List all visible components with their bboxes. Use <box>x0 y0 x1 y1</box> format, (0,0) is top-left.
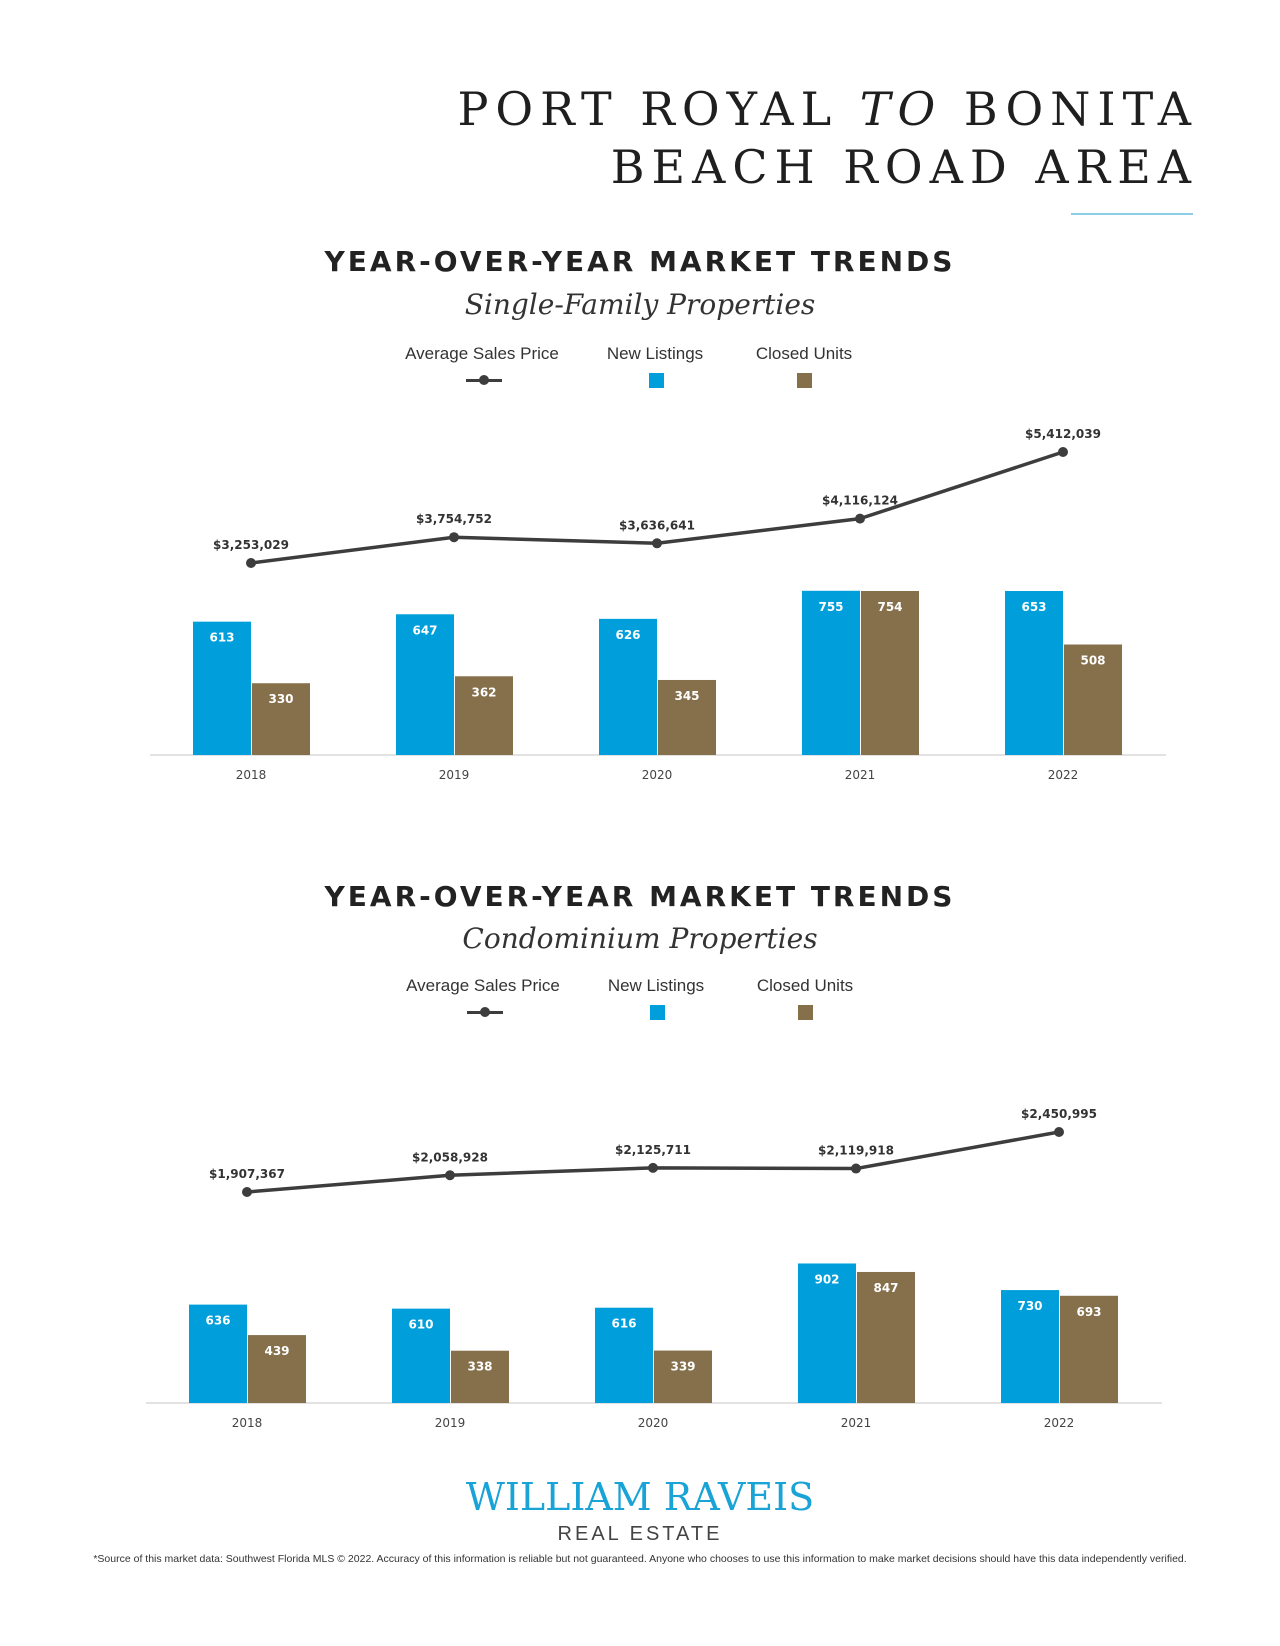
line-point-label: $1,907,367 <box>209 1167 285 1181</box>
title-line-2: BEACH ROAD AREA <box>610 140 1198 194</box>
legend-price-label-2: Average Sales Price <box>406 976 560 995</box>
legend-closed-swatch-2 <box>798 1005 813 1020</box>
bar-label-new-listings: 610 <box>408 1318 433 1332</box>
legend-price-label: Average Sales Price <box>405 344 559 363</box>
line-point-label: $3,253,029 <box>213 538 289 552</box>
bar-label-closed-units: 754 <box>877 600 902 614</box>
bar-closed-units <box>1060 1295 1118 1403</box>
line-point <box>648 1162 658 1173</box>
brand-logo-sub: REAL ESTATE <box>557 1523 723 1545</box>
section-subtitle-1: Single-Family Properties <box>464 288 816 321</box>
section-heading-1: YEAR-OVER-YEAR MARKET TRENDS <box>324 245 956 278</box>
bar-new-listings <box>1001 1290 1059 1403</box>
bar-new-listings <box>802 590 860 755</box>
line-point <box>246 558 256 568</box>
brand-logo: WILLIAM RAVEIS <box>465 1475 815 1519</box>
bar-label-new-listings: 730 <box>1017 1299 1042 1313</box>
bar-closed-units <box>252 683 310 755</box>
chart-single-family: 613 330 2018 647 362 2019 626 345 2020 755 754 2021… <box>150 427 1166 782</box>
legend-listings-label: New Listings <box>606 344 704 363</box>
bar-label-closed-units: 847 <box>873 1281 898 1295</box>
bar-label-closed-units: 362 <box>471 685 496 699</box>
bar-label-closed-units: 693 <box>1076 1305 1101 1319</box>
line-point <box>242 1187 252 1197</box>
title-part-3: BONITA <box>963 82 1198 136</box>
x-tick-label: 2021 <box>841 1416 872 1430</box>
bar-closed-units <box>857 1271 915 1403</box>
bar-label-closed-units: 338 <box>467 1360 492 1374</box>
bar-closed-units <box>248 1335 306 1403</box>
bar-closed-units <box>1064 644 1122 755</box>
section-subtitle-2: Condominium Properties <box>462 922 818 955</box>
bar-label-closed-units: 330 <box>268 692 293 706</box>
title-part-1: PORT ROYAL <box>457 82 839 136</box>
line-point <box>851 1163 861 1174</box>
x-tick-label: 2018 <box>236 768 267 782</box>
bar-label-closed-units: 345 <box>674 689 699 703</box>
line-point <box>855 513 865 524</box>
legend-closed-swatch <box>797 373 812 388</box>
x-tick-label: 2022 <box>1048 768 1079 782</box>
line-average-sales-price <box>246 1130 1060 1194</box>
bar-new-listings <box>595 1307 653 1403</box>
x-tick-label: 2019 <box>435 1416 466 1430</box>
line-point <box>449 532 459 543</box>
x-tick-label: 2019 <box>439 768 470 782</box>
line-point-label: $4,116,124 <box>822 494 898 508</box>
bar-label-closed-units: 508 <box>1080 654 1105 668</box>
x-tick-label: 2020 <box>642 768 673 782</box>
bar-new-listings <box>798 1263 856 1403</box>
bar-label-new-listings: 616 <box>611 1317 636 1331</box>
legend-closed-label-2: Closed Units <box>756 976 854 995</box>
page-title: PORT ROYAL TO BONITA BEACH ROAD AREA <box>457 80 1198 196</box>
line-point-label: $2,119,918 <box>818 1144 894 1158</box>
bar-label-closed-units: 339 <box>670 1360 695 1374</box>
source-footnote: *Source of this market data: Southwest F… <box>93 1553 1187 1565</box>
bar-label-new-listings: 647 <box>412 623 437 637</box>
line-point-label: $3,636,641 <box>619 518 695 532</box>
line-point-label: $2,450,995 <box>1021 1107 1097 1121</box>
bar-closed-units <box>658 679 716 755</box>
x-tick-label: 2022 <box>1044 1416 1075 1430</box>
bar-label-closed-units: 439 <box>264 1344 289 1358</box>
bar-label-new-listings: 653 <box>1021 600 1046 614</box>
x-tick-label: 2021 <box>845 768 876 782</box>
bar-closed-units <box>654 1350 712 1403</box>
bar-new-listings <box>599 618 657 755</box>
bar-label-new-listings: 613 <box>209 631 234 645</box>
bar-label-new-listings: 636 <box>205 1314 230 1328</box>
bar-closed-units <box>455 676 513 755</box>
x-tick-label: 2020 <box>638 1416 669 1430</box>
bar-new-listings <box>189 1304 247 1403</box>
line-point <box>1054 1127 1064 1137</box>
legend-listings-label-2: New Listings <box>607 976 705 995</box>
section-heading-2: YEAR-OVER-YEAR MARKET TRENDS <box>324 880 956 913</box>
bar-new-listings <box>396 614 454 755</box>
title-part-2: TO <box>859 82 943 136</box>
x-tick-label: 2018 <box>232 1416 263 1430</box>
line-point-label: $2,125,711 <box>615 1143 691 1157</box>
legend-closed-label: Closed Units <box>755 344 853 363</box>
chart-condominium: 636 439 2018 610 338 2019 616 339 2020 902 847 2021… <box>146 1107 1162 1430</box>
bar-label-new-listings: 755 <box>818 600 843 614</box>
legend-dot-icon <box>479 375 489 385</box>
line-point-label: $3,754,752 <box>416 512 492 526</box>
bar-label-new-listings: 626 <box>615 628 640 642</box>
bar-new-listings <box>1005 591 1063 755</box>
legend-listings-swatch <box>649 373 664 388</box>
line-point <box>652 538 662 549</box>
legend-dot-icon-2 <box>480 1007 490 1017</box>
bar-new-listings <box>193 621 251 755</box>
title-divider <box>1071 213 1193 215</box>
bar-new-listings <box>392 1308 450 1403</box>
bar-closed-units <box>861 591 919 755</box>
bar-closed-units <box>451 1350 509 1403</box>
line-point <box>1058 447 1068 457</box>
bar-label-new-listings: 902 <box>814 1272 839 1286</box>
line-point-label: $2,058,928 <box>412 1150 488 1164</box>
line-point-label: $5,412,039 <box>1025 427 1101 441</box>
line-point <box>445 1170 455 1181</box>
legend-listings-swatch-2 <box>650 1005 665 1020</box>
